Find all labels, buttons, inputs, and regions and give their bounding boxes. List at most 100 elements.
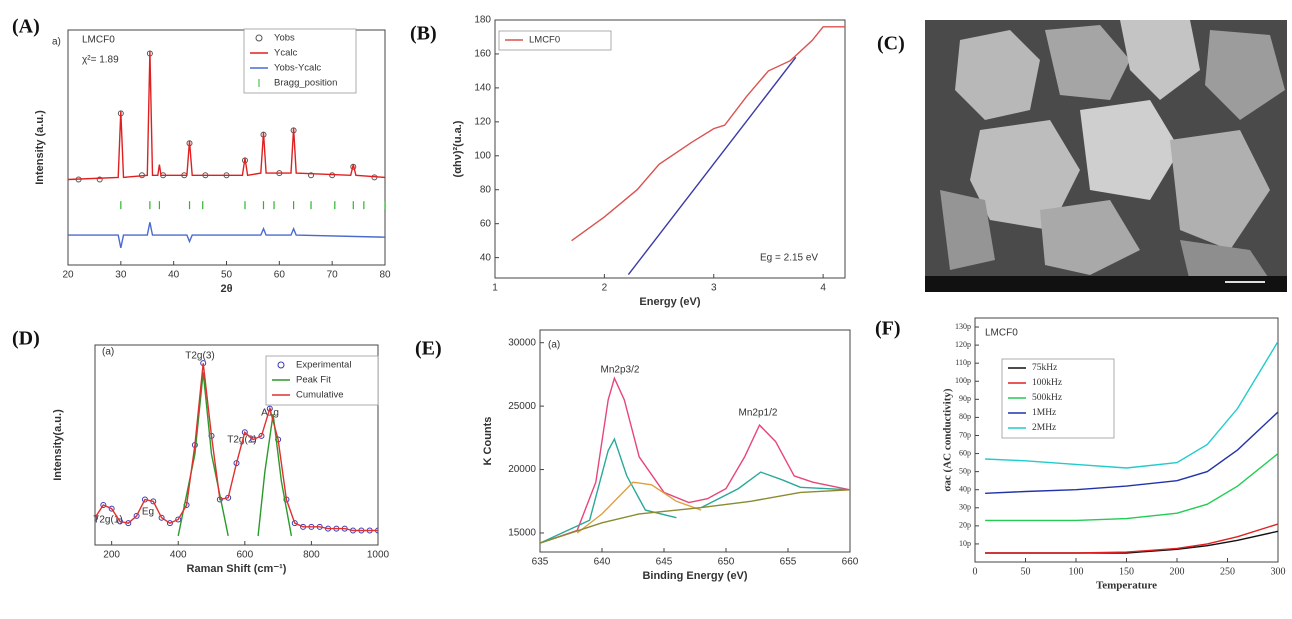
data-point bbox=[350, 163, 357, 170]
legend-label: 75kHz bbox=[1032, 363, 1057, 373]
series-line bbox=[68, 222, 385, 249]
annotation: T2g(3) bbox=[185, 351, 214, 362]
series-line bbox=[540, 489, 850, 544]
annotation: (a) bbox=[102, 347, 114, 358]
y-tick-label: 50p bbox=[959, 466, 971, 475]
x-tick-label: 150 bbox=[1119, 566, 1134, 577]
x-axis-label: Energy (eV) bbox=[639, 296, 700, 308]
legend-label: 100kHz bbox=[1032, 378, 1062, 388]
legend-label: Ycalc bbox=[274, 48, 297, 59]
y-tick-label: 30000 bbox=[508, 337, 536, 348]
y-tick-label: 130p bbox=[955, 322, 971, 331]
y-tick-label: 30p bbox=[959, 503, 971, 512]
series-line bbox=[540, 376, 850, 544]
series-line bbox=[576, 481, 702, 534]
data-point bbox=[291, 520, 298, 527]
x-tick-label: 80 bbox=[379, 270, 391, 281]
legend-label: Cumulative bbox=[296, 390, 344, 401]
series-line bbox=[95, 363, 378, 532]
x-axis-label: 2θ bbox=[220, 283, 232, 295]
data-point bbox=[108, 505, 115, 512]
annotation: Mn2p1/2 bbox=[739, 408, 778, 419]
data-point bbox=[96, 176, 103, 183]
x-tick-label: 100 bbox=[1069, 566, 1084, 577]
legend: 75kHz 100kHz 500kHz 1MHz 2MHz bbox=[1001, 358, 1115, 439]
plot-frame bbox=[94, 344, 379, 546]
series-line bbox=[571, 26, 845, 242]
chart-panel: 0 50 100 150 200 250 300 10p 20p 30p 40p 50p 60p 70p 8… bbox=[875, 317, 1286, 592]
y-tick-label: 160 bbox=[474, 49, 491, 60]
plot-frame bbox=[494, 19, 846, 279]
x-tick-label: 645 bbox=[656, 557, 673, 568]
panel-label: (B) bbox=[410, 23, 437, 45]
legend-box bbox=[498, 30, 612, 51]
series-line bbox=[985, 453, 1278, 522]
series-line bbox=[627, 56, 797, 276]
annotation: a) bbox=[52, 37, 61, 48]
series-line bbox=[985, 530, 1278, 554]
y-tick-label: 110p bbox=[955, 358, 971, 367]
y-tick-label: 120p bbox=[955, 340, 971, 349]
x-tick-label: 0 bbox=[973, 566, 978, 577]
data-point bbox=[166, 520, 173, 527]
plot-area bbox=[985, 341, 1278, 554]
chart-panel: 200 400 600 800 1000 Raman Shift (cm⁻¹) Intens… bbox=[12, 328, 390, 575]
series-line bbox=[985, 411, 1278, 494]
x-tick-label: 60 bbox=[274, 270, 286, 281]
annotation: A1g bbox=[261, 408, 279, 419]
data-point bbox=[258, 432, 265, 439]
annotation: LMCF0 bbox=[985, 328, 1018, 339]
x-tick-label: 800 bbox=[303, 550, 320, 561]
x-tick-label: 200 bbox=[1170, 566, 1185, 577]
chart-panel: 1 2 3 4 40 60 80 100 120 140 160 180 Energy (eV) (αhν… bbox=[410, 15, 846, 308]
y-axis-label: Intensity(a.u.) bbox=[52, 409, 64, 481]
chart-panel: 635 640 645 650 655 660 15000 20000 25000 30000 Bi… bbox=[415, 329, 859, 582]
series-line bbox=[68, 51, 385, 181]
plot-frame bbox=[539, 329, 851, 553]
x-tick-label: 2 bbox=[602, 283, 608, 294]
panel-label: (D) bbox=[12, 328, 40, 350]
legend-label: 1MHz bbox=[1032, 408, 1056, 418]
y-tick-label: 25000 bbox=[508, 401, 536, 412]
data-point bbox=[158, 514, 165, 521]
y-tick-label: 80 bbox=[480, 184, 492, 195]
legend-symbol bbox=[277, 361, 285, 369]
x-tick-label: 50 bbox=[221, 270, 233, 281]
data-point bbox=[175, 516, 182, 523]
series-line bbox=[540, 437, 677, 544]
x-tick-label: 635 bbox=[532, 557, 549, 568]
series-line bbox=[985, 341, 1278, 469]
y-tick-label: 140 bbox=[474, 83, 491, 94]
annotation: T2g(1) bbox=[93, 515, 122, 526]
panel-label: (E) bbox=[415, 338, 442, 360]
chart-panel: 20 30 40 50 60 70 80 2θ Intensity (a.u.) (A) a) LMC… bbox=[12, 16, 391, 295]
x-tick-label: 50 bbox=[1021, 566, 1031, 577]
y-tick-label: 100p bbox=[955, 376, 971, 385]
y-tick-label: 100 bbox=[474, 150, 491, 161]
legend-label: 2MHz bbox=[1032, 423, 1056, 433]
y-tick-label: 20000 bbox=[508, 464, 536, 475]
y-tick-label: 80p bbox=[959, 412, 971, 421]
legend: Yobs Ycalc Yobs-Ycalc Bragg_position bbox=[243, 28, 357, 94]
x-tick-label: 660 bbox=[842, 557, 859, 568]
plot-frame bbox=[974, 317, 1279, 563]
annotation: Mn2p3/2 bbox=[601, 365, 640, 376]
legend-symbol bbox=[255, 34, 263, 42]
y-tick-label: 180 bbox=[474, 15, 491, 26]
data-point bbox=[133, 512, 140, 519]
x-axis-label: Raman Shift (cm⁻¹) bbox=[187, 563, 287, 575]
y-tick-label: 90p bbox=[959, 394, 971, 403]
data-point bbox=[95, 514, 98, 521]
sem-image bbox=[925, 20, 1287, 292]
data-point bbox=[250, 436, 257, 443]
plot-area bbox=[68, 50, 385, 249]
panel-label: (A) bbox=[12, 16, 40, 38]
series-line bbox=[700, 471, 850, 509]
x-tick-label: 3 bbox=[711, 283, 717, 294]
y-tick-label: 10p bbox=[959, 539, 971, 548]
x-axis-label: Temperature bbox=[1096, 580, 1157, 592]
annotation: Eg = 2.15 eV bbox=[760, 253, 818, 264]
x-tick-label: 4 bbox=[820, 283, 826, 294]
y-tick-label: 20p bbox=[959, 521, 971, 530]
x-tick-label: 600 bbox=[236, 550, 253, 561]
